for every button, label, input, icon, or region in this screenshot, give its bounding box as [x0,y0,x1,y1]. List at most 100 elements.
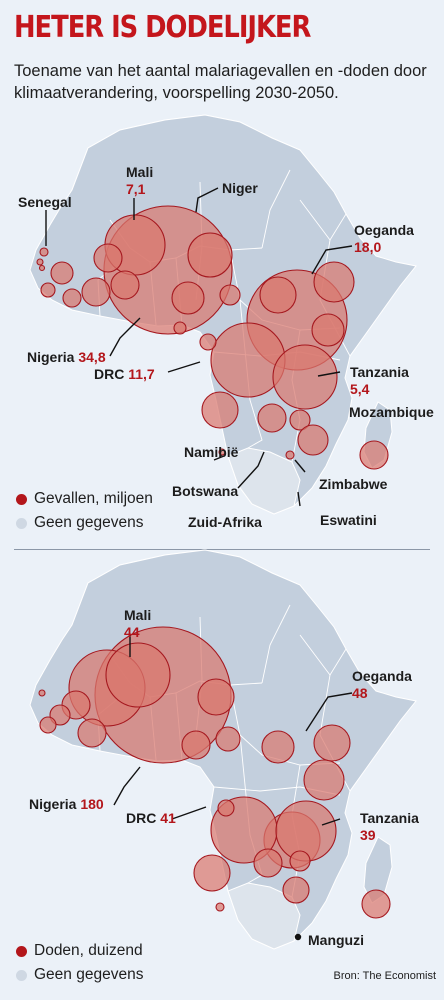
legend-red-dot-icon [16,945,27,957]
bubble-tanzania [272,344,338,410]
bubble-niger [105,642,171,708]
bubble-gabon [217,799,235,817]
label-nigeria-deaths: Nigeria 180 [29,796,104,813]
label-tanzania: Tanzania 5,4 [350,364,409,398]
legend-cases-measure-label: Gevallen, miljoen [34,490,153,507]
label-oeganda-deaths-name: Oeganda [352,668,412,684]
bubble-madagascar [361,889,391,919]
label-mali-deaths-value: 44 [124,624,140,640]
label-mali-deaths-name: Mali [124,607,152,623]
label-drc: DRC 11,7 [94,366,155,383]
bubble-kenya [311,313,345,347]
bubble-mozambique [297,424,329,456]
label-senegal: Senegal [18,194,72,210]
label-drc-deaths-name: DRC [126,810,157,826]
bubble-guinea [50,261,74,285]
label-oeganda-value: 18,0 [354,239,382,255]
leader-lines [45,187,353,507]
label-namibie: Namibië [184,444,239,460]
bubble-niger [187,232,233,278]
bubble-sudan [259,276,297,314]
label-tanzania-deaths-value: 39 [360,827,376,843]
label-tanzania-name: Tanzania [350,364,409,380]
bubble-ethiopia [313,261,355,303]
label-mali: Mali 7,1 [126,164,153,198]
legend-cases-nodata-label: Geen gegevens [34,514,144,531]
bubble-sierra-leone [39,716,57,734]
bubble-malawi [289,850,311,872]
bubble-angola [193,854,231,892]
label-mali-deaths: Mali 44 [124,607,151,641]
bubbles-deaths [38,626,391,919]
label-mozambique: Mozambique [349,404,434,420]
label-drc-value: 11,7 [128,366,155,382]
section-divider [14,549,430,550]
label-tanzania-deaths-name: Tanzania [360,810,419,826]
label-drc-name: DRC [94,366,125,382]
legend-cases-measure: Gevallen, miljoen [16,490,153,508]
bubble-senegal [38,689,46,697]
bubble-ghana [77,718,107,748]
leader-lines [113,635,353,826]
bubbles-cases [36,205,389,470]
label-zimbabwe: Zimbabwe [319,476,388,492]
legend-deaths-measure: Doden, duizend [16,942,143,960]
map-cases [29,114,417,515]
page-title: HETER IS DODELIJKER [14,10,311,45]
bubble-sudan [261,730,295,764]
legend-cases-nodata: Geen gegevens [16,514,143,532]
southern-no-data [227,447,301,515]
bubble-mozambique [282,876,310,904]
bubble-ghana [110,270,140,300]
bubble-sierra-leone [62,288,82,308]
label-mali-value: 7,1 [126,181,146,197]
label-nigeria: Nigeria 34,8 [27,349,106,366]
label-drc-deaths: DRC 41 [126,810,176,827]
bubble-madagascar [359,440,389,470]
bubble-liberia [40,282,56,298]
label-tanzania-deaths: Tanzania 39 [360,810,419,844]
label-nigeria-deaths-name: Nigeria [29,796,77,812]
source-credit: Bron: The Economist [333,970,436,982]
southern-no-data [227,882,301,950]
label-mali-name: Mali [126,164,154,180]
page-subtitle: Toename van het aantal malariagevallen e… [14,62,427,102]
label-drc-deaths-value: 41 [160,810,176,826]
bubble-namibia [218,448,226,456]
africa-outline [29,114,417,515]
label-nigeria-value: 34,8 [78,349,106,365]
legend-gray-dot-icon [16,969,27,981]
bubble-kenya [303,759,345,801]
label-eswatini: Eswatini [320,512,377,528]
bubble-malawi [289,409,311,431]
label-oeganda-deaths: Oeganda 48 [352,668,412,702]
bubble-namibia [215,902,225,912]
bubble-zambia [257,403,287,433]
label-manguzi: Manguzi [308,932,364,948]
bubble-car [219,284,241,306]
legend-gray-dot-icon [16,517,27,529]
label-nigeria-name: Nigeria [27,349,75,365]
bubble-senegal-b [36,258,44,266]
label-niger: Niger [222,180,258,196]
bubble-gambia [38,264,46,272]
bubble-senegal-a [39,247,49,257]
bubble-ivory-coast [81,277,111,307]
bubble-car [215,726,241,752]
label-nigeria-deaths-value: 180 [80,796,104,812]
label-oeganda-deaths-value: 48 [352,685,368,701]
legend-deaths-nodata: Geen gegevens [16,966,143,984]
legend-deaths-measure-label: Doden, duizend [34,942,143,959]
bubble-cameroon [181,730,211,760]
bubble-tanzania [275,800,337,862]
legend-red-dot-icon [16,493,27,505]
label-oeganda-name: Oeganda [354,222,414,238]
bubble-zimbabwe [285,450,295,460]
bubble-gabon [199,333,217,351]
bubble-burkina [93,243,123,273]
label-tanzania-value: 5,4 [350,381,370,397]
label-zuid-afrika: Zuid-Afrika [188,514,262,530]
bubble-zambia [253,848,283,878]
legend-deaths-nodata-label: Geen gegevens [34,966,144,983]
bubble-chad [197,678,235,716]
